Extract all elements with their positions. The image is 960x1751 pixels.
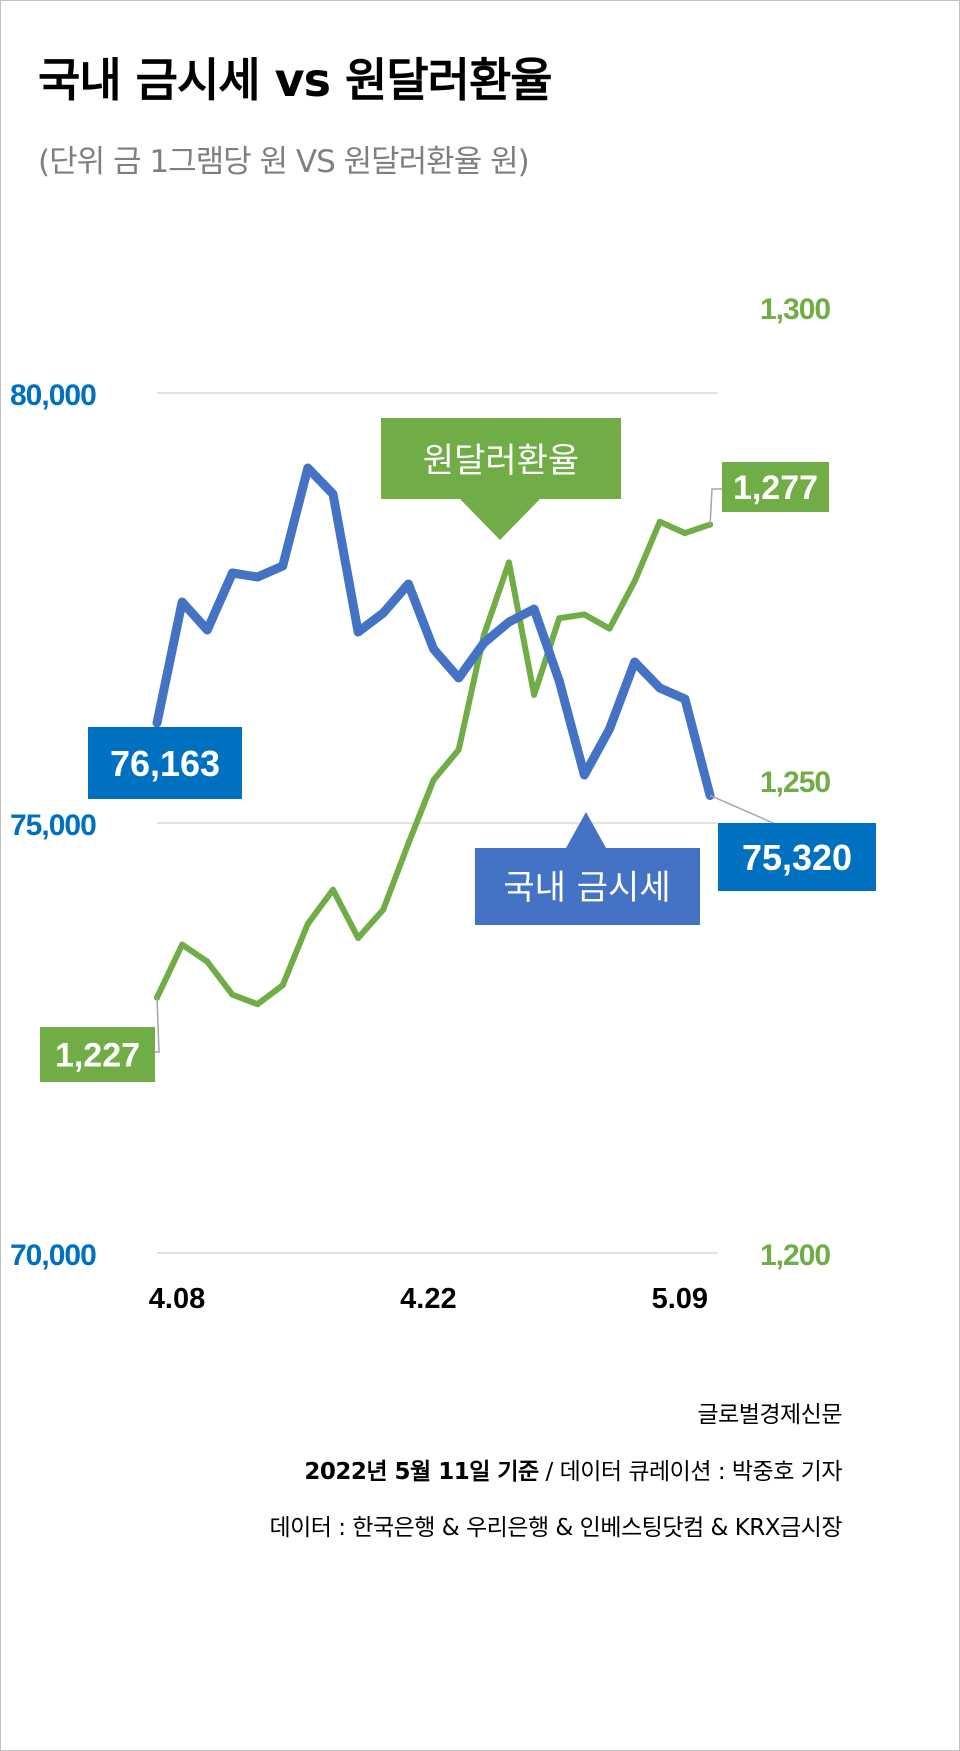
data-point-exchange-rate [455,746,462,753]
data-label-fx-first: 1,227 [55,1037,140,1075]
leader-line [709,488,722,525]
data-label-fx-last: 1,277 [733,469,818,507]
right-axis-tick-label: 1,200 [760,1239,830,1272]
data-point-gold-price [454,674,463,683]
data-point-exchange-rate [681,530,688,537]
data-point-gold-price [605,725,614,734]
data-label-gold-last: 75,320 [742,837,852,878]
data-point-exchange-rate [229,991,236,998]
data-point-exchange-rate [606,625,613,632]
data-point-gold-price [203,626,212,635]
data-point-gold-price [303,463,312,472]
footer-basis-date: 2022년 5월 11일 기준 [304,1459,539,1485]
data-point-exchange-rate [581,611,588,618]
data-point-gold-price [504,618,513,627]
data-point-gold-price [253,573,262,582]
leader-line [709,794,781,827]
data-point-exchange-rate [279,982,286,989]
data-point-gold-price [328,489,337,498]
data-point-exchange-rate [405,840,412,847]
data-point-gold-price [278,562,287,571]
left-axis-tick-label: 75,000 [10,809,96,842]
data-point-gold-price [655,683,664,692]
data-point-exchange-rate [531,691,538,698]
data-point-gold-price [404,580,413,589]
data-point-gold-price [178,597,187,606]
leader-line [155,997,160,1053]
data-point-exchange-rate [355,934,362,941]
right-axis-tick-label: 1,250 [760,766,830,799]
data-point-exchange-rate [656,518,663,525]
left-axis-tick-label: 80,000 [10,379,96,412]
data-label-gold-first: 76,163 [110,743,220,784]
left-axis-tick-label: 70,000 [10,1239,96,1272]
data-label-gold-first-box [88,727,242,799]
data-point-exchange-rate [204,958,211,965]
right-axis-tick-label: 1,300 [760,293,830,326]
callout-exchange-rate [381,418,621,540]
data-point-gold-price [479,639,488,648]
callout-gold-price-label: 국내 금시세 [503,868,670,908]
data-point-gold-price [228,568,237,577]
footer-data-sources: 데이터 : 한국은행 & 우리은행 & 인베스팅닷컴 & KRX금시장 [269,1515,842,1541]
footer-curation: / 데이터 큐레이션 : 박중호 기자 [538,1459,843,1485]
data-point-exchange-rate [179,941,186,948]
data-point-exchange-rate [329,886,336,893]
data-point-gold-price [354,627,363,636]
data-point-gold-price [580,771,589,780]
x-axis-tick-label: 5.09 [652,1283,708,1315]
data-point-gold-price [429,645,438,654]
data-point-exchange-rate [304,920,311,927]
data-point-gold-price [630,658,639,667]
chart-title: 국내 금시세 vs 원달러환율 [38,53,553,107]
data-point-exchange-rate [631,578,638,585]
data-label-fx-last-box [722,462,829,512]
callout-gold-price [475,812,700,925]
callout-exchange-rate-label: 원달러환율 [423,441,579,481]
data-label-gold-last-box [718,823,876,891]
data-point-exchange-rate [380,906,387,913]
x-axis-tick-label: 4.22 [400,1283,456,1315]
data-point-gold-price [680,694,689,703]
footer-source: 글로벌경제신문 [697,1402,842,1428]
footer-basis: 2022년 5월 11일 기준 / 데이터 큐레이션 : 박중호 기자 [304,1452,842,1486]
x-axis-tick-label: 4.08 [149,1283,205,1315]
data-point-exchange-rate [254,1001,261,1008]
data-point-gold-price [153,718,161,727]
data-label-fx-first-box [40,1027,155,1082]
data-point-exchange-rate [505,559,512,566]
chart-subtitle: (단위 금 1그램당 원 VS 원달러환율 원) [38,144,530,180]
data-point-gold-price [555,677,564,686]
data-point-gold-price [530,605,539,614]
data-point-exchange-rate [556,615,563,622]
data-point-exchange-rate [430,777,437,783]
data-point-gold-price [379,608,388,617]
